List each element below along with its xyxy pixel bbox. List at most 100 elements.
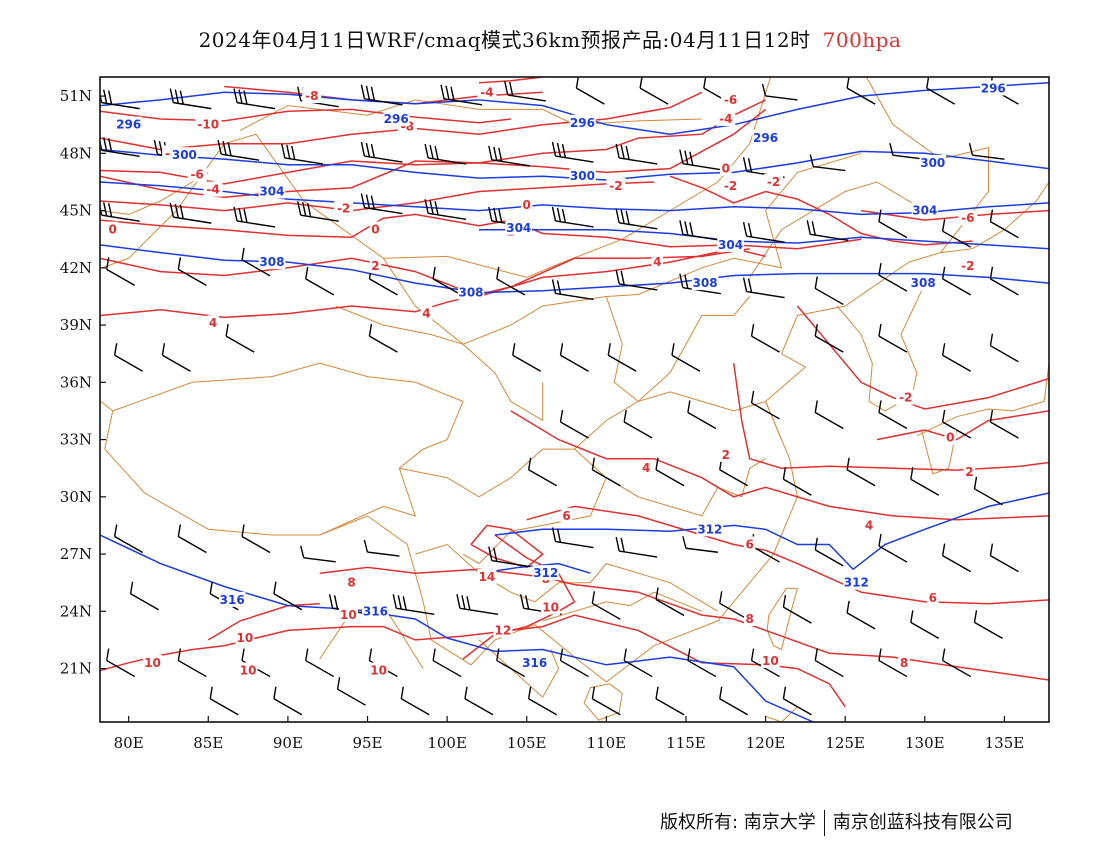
temperature-contour-label: 10 bbox=[542, 601, 559, 615]
wind-barb bbox=[910, 467, 940, 496]
geopotential-contour-label-bg bbox=[258, 254, 286, 270]
temperature-contour-label: 4 bbox=[422, 307, 430, 321]
wind-barb bbox=[941, 409, 971, 439]
geopotential-contour-304 bbox=[100, 181, 1049, 216]
wind-barbs-layer bbox=[100, 77, 1019, 716]
wind-barb bbox=[177, 524, 207, 554]
wind-barb bbox=[679, 273, 721, 295]
lon-tick-label: 105E bbox=[507, 734, 547, 752]
wind-barb bbox=[488, 145, 530, 167]
temperature-contour-label-bg bbox=[640, 460, 652, 476]
wind-barb bbox=[273, 686, 303, 716]
lon-tick-label: 100E bbox=[427, 734, 467, 752]
temperature-contour-label: 10 bbox=[144, 656, 161, 670]
temperature-contour-4 bbox=[510, 410, 1049, 521]
wind-barb bbox=[129, 581, 159, 611]
geopotential-contour-label: 308 bbox=[911, 276, 936, 290]
temperature-contour-label: 6 bbox=[562, 509, 570, 523]
temperature-contour-label: -6 bbox=[961, 211, 974, 225]
wind-barb bbox=[392, 594, 435, 616]
temperature-contour-label: -2 bbox=[337, 202, 350, 216]
wind-barb bbox=[113, 343, 144, 372]
geopotential-contour-label-bg bbox=[362, 603, 389, 619]
wind-barb bbox=[806, 220, 849, 241]
temperature-contour-label: 10 bbox=[370, 663, 387, 677]
temperature-contour-10 bbox=[207, 602, 320, 641]
geopotential-contour-label-bg bbox=[919, 154, 947, 170]
geopotential-contour-label-bg bbox=[457, 284, 485, 300]
boundary-korea bbox=[836, 290, 923, 412]
temperature-contour-label: 8 bbox=[745, 612, 753, 626]
wind-barb bbox=[682, 536, 718, 553]
wind-barb bbox=[297, 201, 339, 222]
wind-barb bbox=[233, 206, 276, 228]
geopotential-contour-label-bg bbox=[911, 202, 939, 218]
temperature-contour-label: 0 bbox=[523, 198, 531, 212]
temperature-contour-label-bg bbox=[106, 221, 119, 237]
wind-barb bbox=[615, 208, 658, 230]
lon-tick-label: 80E bbox=[114, 734, 144, 752]
temperature-contour-label-bg bbox=[958, 257, 978, 273]
geopotential-contour-312 bbox=[494, 492, 1049, 571]
geopotential-contour-label: 312 bbox=[844, 576, 869, 590]
wind-barb bbox=[878, 262, 908, 292]
wind-barb bbox=[360, 84, 403, 106]
lon-tick-label: 135E bbox=[985, 734, 1025, 752]
temperature-contour-label-bg bbox=[720, 160, 732, 176]
temperature-contour-label: 8 bbox=[347, 576, 355, 590]
wind-barb bbox=[989, 333, 1019, 363]
temperature-contour-8 bbox=[319, 566, 1049, 681]
temperature-contour-label-bg bbox=[743, 536, 756, 552]
wind-barb bbox=[750, 324, 780, 353]
temperature-contour-label-bg bbox=[187, 166, 207, 182]
geopotential-contour-label: 312 bbox=[697, 522, 722, 536]
temperature-contour-label: -6 bbox=[190, 167, 203, 181]
geopotential-contour-label-bg bbox=[505, 219, 533, 235]
temperature-contour-label: 0 bbox=[109, 223, 117, 237]
temperature-contour-label-bg bbox=[560, 507, 573, 523]
geopotential-contour-label: 296 bbox=[981, 81, 1006, 95]
temperature-contour-label: 12 bbox=[494, 623, 511, 637]
geopotential-contour-label: 308 bbox=[693, 276, 718, 290]
wind-barb bbox=[639, 77, 669, 105]
wind-barb bbox=[106, 648, 136, 678]
temperature-contour-label-bg bbox=[369, 257, 382, 273]
boundary-gansu-qinghai bbox=[335, 305, 544, 422]
wind-barb bbox=[989, 266, 1019, 296]
temperature-contour-label-bg bbox=[520, 196, 533, 212]
wind-barb bbox=[456, 594, 499, 616]
geopotential-contour-label: 316 bbox=[220, 593, 245, 607]
wind-barb bbox=[655, 587, 685, 617]
temperature-contour-0 bbox=[100, 213, 862, 250]
wind-barb bbox=[878, 209, 908, 239]
lat-tick-label: 27N bbox=[60, 545, 92, 563]
temperature-contour-2 bbox=[732, 363, 1049, 471]
lat-tick-label: 45N bbox=[60, 202, 92, 220]
boundary-china-border bbox=[100, 77, 989, 683]
wind-barb bbox=[305, 648, 335, 678]
temperature-contour-label-bg bbox=[927, 589, 939, 605]
wind-barb bbox=[814, 276, 844, 306]
temperature-contour-label-bg bbox=[716, 110, 736, 126]
temperature-contour-label: -10 bbox=[197, 118, 219, 132]
geopotential-contour-label: 308 bbox=[259, 255, 284, 269]
wind-barb bbox=[655, 686, 685, 716]
temperature-contour-label-bg bbox=[338, 607, 358, 623]
wind-barb bbox=[161, 343, 191, 372]
geopotential-contour-label-bg bbox=[980, 80, 1007, 96]
lat-tick-label: 39N bbox=[60, 316, 92, 334]
lon-tick-label: 95E bbox=[352, 734, 382, 752]
lon-tick-label: 110E bbox=[587, 734, 627, 752]
boundary-yunnan-guizhou bbox=[415, 543, 719, 612]
temperature-contour-label: 0 bbox=[946, 431, 954, 445]
wind-barb bbox=[591, 457, 621, 487]
temperature-contour-label-bg bbox=[369, 662, 389, 678]
geopotential-contour-label-bg bbox=[258, 183, 286, 199]
boundary-hainan bbox=[583, 683, 623, 721]
temperature-contour-0 bbox=[876, 410, 1049, 441]
boundary-taiwan bbox=[766, 587, 799, 651]
wind-barb bbox=[989, 409, 1019, 439]
lat-tick-label: 42N bbox=[60, 259, 92, 277]
boundary-indochina bbox=[478, 639, 560, 698]
